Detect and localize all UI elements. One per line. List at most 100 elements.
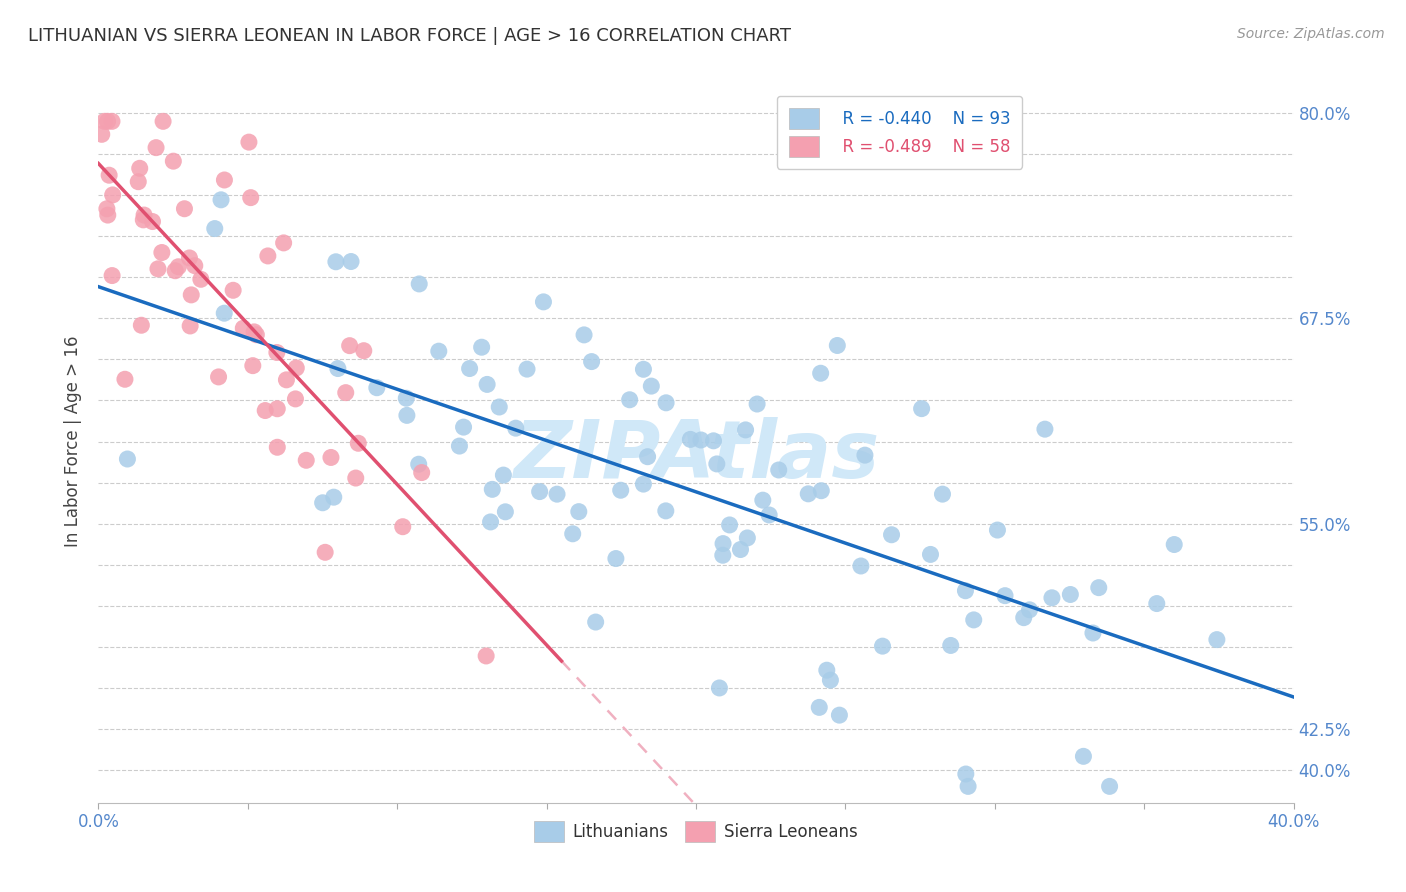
Point [340, 254, 363, 268]
Point [335, 385, 357, 400]
Point [232, 321, 254, 335]
Point [322, 490, 344, 504]
Point [492, 468, 515, 483]
Point [561, 526, 583, 541]
Point [98, 168, 121, 182]
Point [640, 379, 662, 393]
Point [284, 392, 307, 406]
Point [458, 361, 481, 376]
Point [709, 681, 731, 695]
Point [190, 272, 212, 286]
Point [939, 639, 962, 653]
Point [411, 466, 433, 480]
Point [872, 639, 894, 653]
Point [619, 392, 641, 407]
Point [1163, 537, 1185, 551]
Point [128, 161, 150, 176]
Point [391, 519, 413, 533]
Point [880, 527, 903, 541]
Point [449, 439, 471, 453]
Point [745, 397, 768, 411]
Point [1081, 626, 1104, 640]
Point [1040, 591, 1063, 605]
Point [295, 453, 318, 467]
Point [266, 440, 288, 454]
Point [273, 235, 295, 250]
Point [93, 114, 115, 128]
Point [730, 542, 752, 557]
Point [173, 202, 195, 216]
Y-axis label: In Labor Force | Age > 16: In Labor Force | Age > 16 [65, 335, 83, 548]
Point [849, 559, 872, 574]
Point [711, 536, 734, 550]
Point [179, 318, 201, 333]
Point [827, 338, 849, 352]
Point [568, 505, 591, 519]
Point [655, 396, 678, 410]
Point [238, 135, 260, 149]
Point [214, 173, 236, 187]
Point [737, 531, 759, 545]
Point [585, 615, 607, 629]
Point [1059, 587, 1081, 601]
Point [910, 401, 932, 416]
Point [1098, 780, 1121, 794]
Point [955, 583, 977, 598]
Point [162, 154, 184, 169]
Point [955, 767, 977, 781]
Point [127, 175, 149, 189]
Point [276, 373, 298, 387]
Point [572, 327, 595, 342]
Point [207, 370, 229, 384]
Point [718, 518, 741, 533]
Point [117, 452, 139, 467]
Point [114, 372, 136, 386]
Point [266, 345, 288, 359]
Point [408, 277, 430, 291]
Point [1205, 632, 1227, 647]
Point [101, 188, 124, 202]
Point [828, 708, 851, 723]
Point [314, 545, 336, 559]
Point [475, 377, 498, 392]
Point [325, 254, 347, 268]
Point [243, 325, 266, 339]
Point [180, 288, 202, 302]
Point [690, 433, 713, 447]
Point [427, 344, 450, 359]
Point [734, 423, 756, 437]
Point [132, 208, 155, 222]
Text: Source: ZipAtlas.com: Source: ZipAtlas.com [1237, 27, 1385, 41]
Point [505, 421, 527, 435]
Point [471, 340, 494, 354]
Point [957, 780, 980, 794]
Point [546, 487, 568, 501]
Point [810, 483, 832, 498]
Point [758, 508, 780, 522]
Point [167, 260, 190, 274]
Point [820, 673, 842, 687]
Point [853, 448, 876, 462]
Point [1073, 749, 1095, 764]
Point [605, 551, 627, 566]
Point [931, 487, 953, 501]
Point [101, 114, 124, 128]
Point [344, 471, 367, 485]
Point [479, 515, 502, 529]
Point [353, 343, 375, 358]
Point [581, 354, 603, 368]
Point [90, 128, 112, 142]
Point [347, 436, 370, 450]
Point [408, 457, 430, 471]
Point [1087, 581, 1109, 595]
Point [145, 141, 167, 155]
Point [311, 496, 333, 510]
Point [679, 433, 702, 447]
Point [101, 268, 124, 283]
Point [339, 339, 361, 353]
Point [165, 263, 187, 277]
Point [97, 208, 120, 222]
Point [96, 202, 118, 216]
Point [768, 463, 790, 477]
Point [152, 114, 174, 128]
